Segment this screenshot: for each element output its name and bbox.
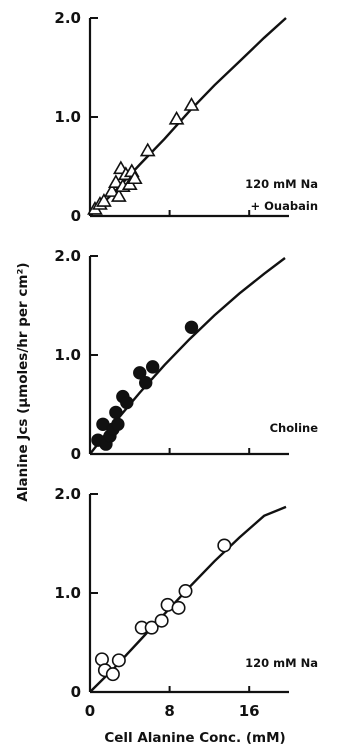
x-tick-label: 16 (239, 702, 260, 720)
data-point (109, 405, 123, 420)
data-point (110, 188, 127, 202)
panel-annotation: + Ouabain (251, 199, 318, 213)
y-tick-label: 1.0 (54, 346, 81, 364)
data-point (139, 142, 156, 157)
data-point (96, 193, 112, 207)
data-point (105, 667, 120, 682)
y-tick-label: 2.0 (54, 247, 81, 265)
y-axis-label: Alanine Jcs (μmoles/hr per cm²) (15, 262, 31, 501)
y-tick-label: 0 (71, 207, 81, 225)
data-point (171, 600, 186, 615)
data-point (120, 395, 134, 410)
data-point (178, 584, 193, 599)
fit-curve (89, 257, 286, 455)
data-point (168, 110, 185, 125)
panel-top: 0 1.0 2.0 120 mM Na + Ouabain (54, 9, 318, 225)
y-tick-label: 2.0 (54, 9, 81, 27)
y-tick-label: 1.0 (54, 108, 81, 126)
y-tick-label: 2.0 (54, 485, 81, 503)
data-point (154, 613, 169, 628)
data-point (139, 376, 153, 390)
data-point (126, 170, 143, 185)
panel-annotation: 120 mM Na (245, 656, 318, 670)
panel-annotation: 120 mM Na (245, 177, 318, 191)
x-axis-label: Cell Alanine Conc. (mM) (104, 730, 285, 746)
data-point (145, 360, 160, 374)
y-tick-label: 1.0 (54, 584, 81, 602)
data-point (184, 320, 199, 334)
data-point (104, 183, 120, 197)
x-tick-label: 0 (85, 702, 95, 720)
data-point (111, 653, 126, 668)
x-tick-label: 8 (164, 702, 174, 720)
y-tick-label: 0 (71, 445, 81, 463)
data-point (133, 366, 147, 380)
data-point (217, 538, 232, 553)
panel-annotation: Choline (270, 421, 319, 435)
panel-bottom: 0 1.0 2.0 0 8 16 120 mM Na Cell Alanine Conc. (… (54, 485, 318, 746)
y-tick-label: 0 (71, 683, 81, 701)
data-point (107, 174, 124, 189)
panel-middle: 0 1.0 2.0 Choline (54, 247, 318, 463)
data-point (111, 417, 125, 431)
data-point (144, 620, 159, 635)
data-point (183, 97, 200, 111)
